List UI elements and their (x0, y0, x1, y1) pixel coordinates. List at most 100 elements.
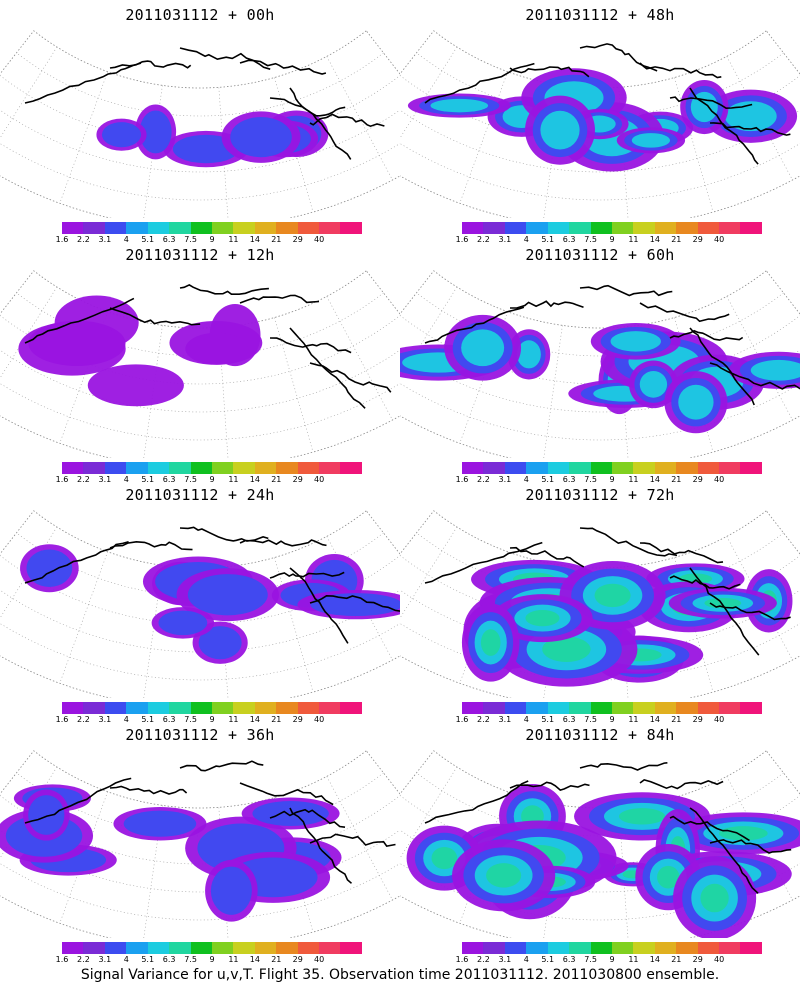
variance-contour (657, 865, 680, 889)
colorbar-swatch (211, 942, 234, 954)
longitude-line (59, 71, 108, 204)
coastline (669, 96, 753, 110)
coastline (509, 546, 585, 568)
colorbar-swatch (654, 942, 677, 954)
colorbar-swatch (211, 462, 234, 474)
variance-contour (700, 883, 729, 913)
colorbar-swatch (233, 222, 255, 234)
colorbar-tick-label: 3.1 (498, 715, 512, 724)
colorbar-tick-label: 14 (249, 715, 260, 724)
colorbar-swatch (276, 942, 298, 954)
colorbar-swatch (169, 222, 191, 234)
map-panel: 2011031112 + 00h 1.6 2.2 3.1 4 5.1 6.3 7.5 9 11 14… (0, 0, 400, 244)
coastline (179, 47, 271, 70)
latitude-line (400, 109, 800, 173)
coastline (24, 777, 132, 824)
colorbar-ticks: 1.6 2.2 3.1 4 5.1 6.3 7.5 9 11 14 21 29 40 (56, 235, 356, 245)
coastline (689, 807, 759, 894)
colorbar-swatch (526, 942, 548, 954)
coastline (309, 594, 400, 612)
colorbar-tick-label: 3.1 (98, 715, 112, 724)
colorbar-swatch (504, 702, 527, 714)
coastline (239, 782, 334, 806)
colorbar-swatch (719, 942, 741, 954)
variance-map (0, 510, 400, 698)
colorbar-swatch (547, 462, 570, 474)
colorbar-tick-label: 1.6 (455, 955, 469, 964)
variance-contour (718, 826, 768, 841)
panel-title: 2011031112 + 36h (125, 726, 275, 744)
colorbar-tick-label: 4 (523, 475, 529, 484)
colorbar-swatch (126, 702, 148, 714)
coastline (510, 300, 584, 309)
coastline (424, 306, 525, 344)
latitude-line (16, 52, 384, 117)
map-frame (400, 30, 800, 218)
colorbar-swatch (147, 702, 170, 714)
variance-contour (158, 610, 208, 636)
colorbar-swatch (190, 942, 212, 954)
colorbar-swatch (297, 222, 320, 234)
colorbar-swatch (526, 462, 548, 474)
colorbar-tick-label: 4 (123, 475, 129, 484)
variance-contour (123, 810, 197, 837)
latitude-line (0, 143, 400, 201)
colorbar-tick-label: 2.2 (477, 475, 490, 484)
colorbar (462, 222, 762, 234)
coastline (639, 542, 724, 564)
coastline (639, 779, 724, 790)
colorbar-swatch (319, 702, 341, 714)
variance-contour (430, 98, 489, 113)
colorbar-swatch (233, 702, 255, 714)
variance-map (400, 510, 800, 698)
colorbar-tick-label: 6.3 (562, 955, 576, 964)
coastline (24, 541, 129, 584)
colorbar-swatch (104, 702, 127, 714)
colorbar-tick-label: 2.2 (477, 955, 490, 964)
colorbar-swatch (504, 462, 527, 474)
coastline (109, 785, 188, 795)
variance-contour (618, 808, 666, 825)
longitude-line (326, 56, 393, 181)
colorbar-tick-label: 40 (714, 715, 725, 724)
colorbar-swatch (233, 462, 255, 474)
longitude-line (59, 551, 108, 684)
colorbar-swatch (569, 702, 591, 714)
latitude-line (16, 292, 384, 357)
colorbar-tick-label: 40 (714, 475, 725, 484)
colorbar-swatch (276, 462, 298, 474)
variance-contour (750, 359, 800, 381)
coastline (689, 327, 755, 406)
variance-contour (198, 626, 242, 660)
coastline (179, 283, 269, 295)
colorbar-swatch (611, 702, 634, 714)
map-panel: 2011031112 + 24h 1.6 2.2 3.1 4 5.1 6.3 7.5 9 11 14… (0, 480, 400, 724)
colorbar-tick-label: 40 (714, 955, 725, 964)
panel-title: 2011031112 + 84h (525, 726, 675, 744)
map-frame (400, 270, 800, 458)
colorbar (62, 942, 362, 954)
colorbar-swatch (633, 942, 655, 954)
colorbar-tick-label: 4 (523, 715, 529, 724)
variance-contour (639, 371, 668, 398)
colorbar-tick-label: 21 (671, 235, 682, 244)
colorbar-swatch (676, 462, 698, 474)
variance-contour (87, 364, 184, 407)
latitude-line (0, 863, 400, 921)
variance-contour (542, 636, 591, 662)
colorbar-swatch (633, 462, 655, 474)
colorbar-swatch (276, 702, 298, 714)
colorbar-swatch (504, 942, 527, 954)
colorbar-swatch (590, 462, 612, 474)
colorbar-swatch (104, 462, 127, 474)
variance-contour (185, 332, 249, 365)
colorbar-tick-label: 6.3 (162, 235, 176, 244)
map-panel: 2011031112 + 48h 1.6 2.2 3.1 4 5.1 6.3 7.5 9 11 14… (400, 0, 800, 244)
colorbar-tick-label: 29 (292, 715, 303, 724)
latitude-line (0, 349, 400, 413)
colorbar-swatch (83, 702, 105, 714)
colorbar-swatch (169, 462, 191, 474)
colorbar-tick-label: 9 (609, 955, 615, 964)
colorbar-tick-label: 3.1 (498, 955, 512, 964)
colorbar-tick-label: 4 (123, 235, 129, 244)
